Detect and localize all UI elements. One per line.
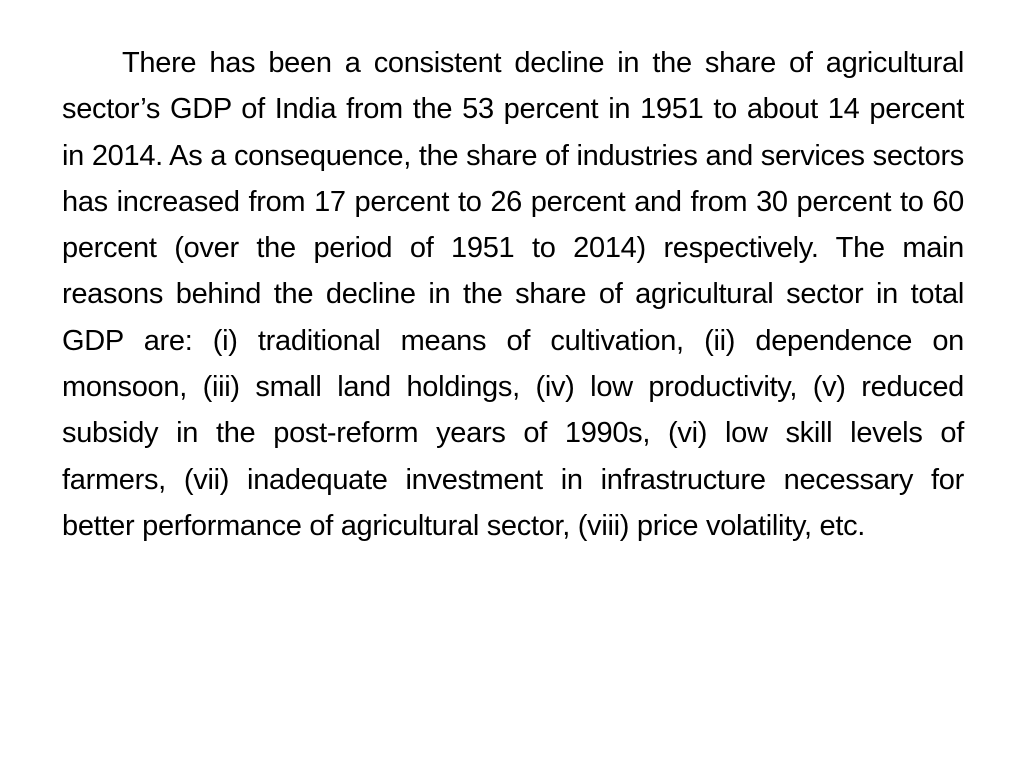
- text-box: There has been a consistent decline in t…: [62, 40, 964, 549]
- body-paragraph: There has been a consistent decline in t…: [62, 47, 964, 542]
